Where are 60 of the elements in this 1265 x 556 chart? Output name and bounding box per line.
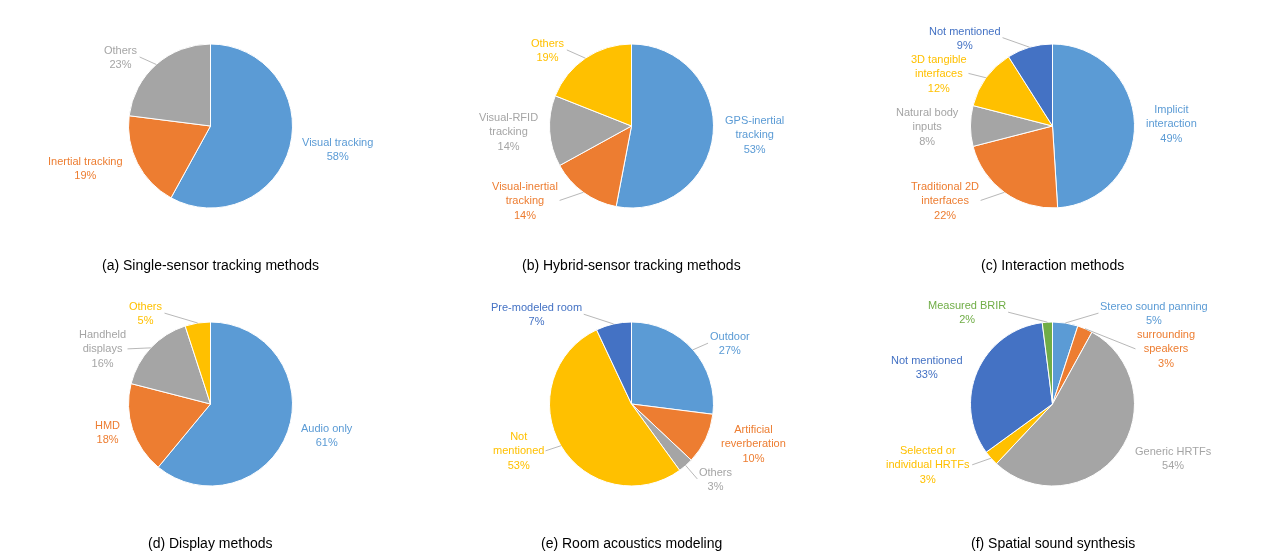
data-label: 27%	[718, 344, 742, 357]
slice-label: GPS-inertial tracking	[725, 114, 785, 141]
data-label: 53%	[743, 142, 766, 155]
data-label: 5%	[137, 314, 154, 327]
slice-label: Generic HRTFs	[1135, 445, 1212, 457]
data-label: 2%	[959, 313, 976, 326]
data-label: 8%	[919, 134, 936, 147]
data-label: 3%	[707, 480, 724, 493]
data-label: 12%	[927, 81, 951, 94]
slice-label: Not mentioned	[493, 430, 545, 457]
slice-label: Measured BRIR	[928, 299, 1007, 311]
slice-label: Handheld displays	[79, 328, 127, 355]
data-label: 33%	[915, 368, 938, 381]
text: (f) Spatial sound synthesis	[971, 535, 1136, 551]
slice-label: Inertial tracking	[48, 155, 123, 167]
data-label: 23%	[109, 58, 132, 71]
data-label: 14%	[513, 208, 537, 221]
data-label: 9%	[956, 39, 973, 52]
slice-label: Visual-RFID tracking	[479, 111, 539, 138]
text: (c) Interaction methods	[981, 257, 1125, 273]
data-label: 19%	[536, 51, 559, 64]
data-label: 3%	[919, 472, 936, 485]
slice-label: Visual tracking	[302, 136, 374, 148]
data-label: 53%	[507, 458, 530, 471]
slice-label: Pre-modeled room	[491, 301, 583, 313]
slice-label: Not mentioned	[891, 354, 963, 366]
data-label: 5%	[1145, 314, 1162, 327]
slice-label: HMD	[95, 419, 121, 431]
data-label: 22%	[934, 208, 957, 221]
slice-label: Others	[699, 466, 733, 478]
slice-label: Others	[531, 37, 565, 49]
data-label: 3%	[1158, 356, 1175, 369]
slice-label: Artificial reverberation	[721, 423, 786, 450]
text: (b) Hybrid-sensor tracking methods	[522, 257, 741, 273]
slice-label: Others	[129, 300, 163, 312]
slice-label: Selected or individual HRTFs	[886, 444, 971, 471]
data-label: 18%	[96, 433, 119, 446]
data-label: 19%	[74, 169, 97, 182]
text: (a) Single-sensor tracking methods	[102, 257, 320, 273]
data-label: 58%	[326, 150, 349, 163]
data-label: 61%	[315, 436, 338, 449]
slice-label: Traditional 2D interfaces	[911, 180, 980, 207]
slice-label: Others	[104, 44, 138, 56]
text: (d) Display methods	[148, 535, 273, 551]
slice-label: 3D tangible interfaces	[911, 53, 967, 80]
data-label: 10%	[742, 451, 765, 464]
slice-label: Audio only	[301, 422, 353, 434]
data-label: 16%	[91, 356, 114, 369]
slice-label: Visual-inertial tracking	[492, 180, 558, 207]
slice-label: Not mentioned	[929, 25, 1001, 37]
slice-label: Implicit interaction	[1146, 103, 1197, 130]
data-label: 49%	[1160, 131, 1183, 144]
data-label: 54%	[1162, 459, 1185, 472]
data-label: 14%	[497, 139, 520, 152]
slice-label: Natural body inputs	[896, 106, 959, 133]
slice-label: Outdoor	[710, 330, 751, 342]
slice-label: surrounding speakers	[1137, 328, 1196, 355]
data-label: 7%	[528, 315, 545, 328]
text: (e) Room acoustics modeling	[541, 535, 723, 551]
slice-label: Stereo sound panning	[1100, 300, 1208, 312]
